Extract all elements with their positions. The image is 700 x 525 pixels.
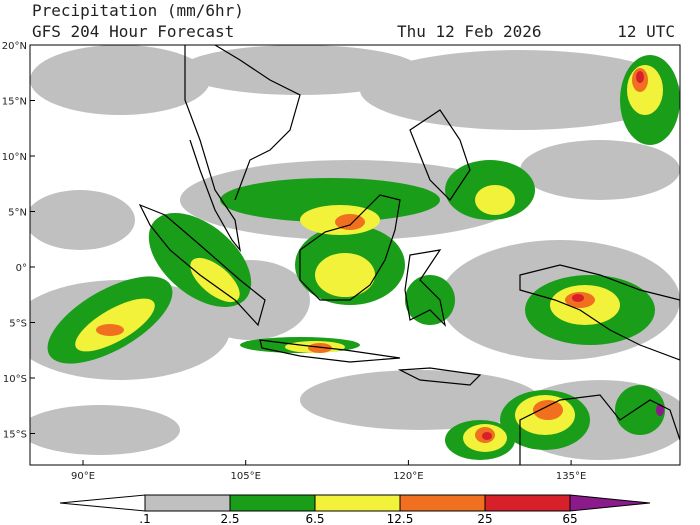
lon-label: 90°E — [71, 471, 95, 482]
extreme-rain — [482, 71, 644, 440]
lat-label: 5°S — [9, 319, 27, 330]
lat-label: 20°N — [2, 41, 27, 52]
map-field — [30, 45, 680, 465]
colorbar-label: 25 — [477, 512, 492, 525]
lat-label: 5°N — [8, 208, 27, 219]
colorbar-segment — [314, 494, 401, 512]
coastlines — [138, 45, 680, 465]
lat-label: 15°S — [3, 430, 27, 441]
colorbar-segment — [399, 494, 486, 512]
title: Precipitation (mm/6hr) — [32, 1, 244, 20]
lon-label: 120°E — [393, 471, 423, 482]
colorbar-segment — [229, 494, 316, 512]
colorbar-label: 12.5 — [387, 512, 414, 525]
lat-label: 0° — [16, 263, 27, 274]
date: Thu 12 Feb 2026 — [397, 22, 542, 41]
colorbar-label: 2.5 — [220, 512, 239, 525]
subtitle: GFS 204 Hour Forecast — [32, 22, 234, 41]
colorbar-segment — [484, 494, 571, 512]
colorbar-label: 6.5 — [305, 512, 324, 525]
map-frame — [29, 44, 681, 466]
lat-label: 10°N — [2, 152, 27, 163]
colorbar-segment — [569, 494, 651, 512]
colorbar-label: .1 — [139, 512, 150, 525]
colorbar-segment — [144, 494, 231, 512]
lat-label: 10°S — [3, 374, 27, 385]
max-rain — [656, 404, 664, 416]
colorbar — [59, 494, 651, 512]
colorbar-segment — [59, 494, 146, 512]
time: 12 UTC — [617, 22, 675, 41]
lat-label: 15°N — [2, 97, 27, 108]
colorbar-label: 65 — [562, 512, 577, 525]
lon-label: 135°E — [556, 471, 586, 482]
lon-label: 105°E — [230, 471, 260, 482]
